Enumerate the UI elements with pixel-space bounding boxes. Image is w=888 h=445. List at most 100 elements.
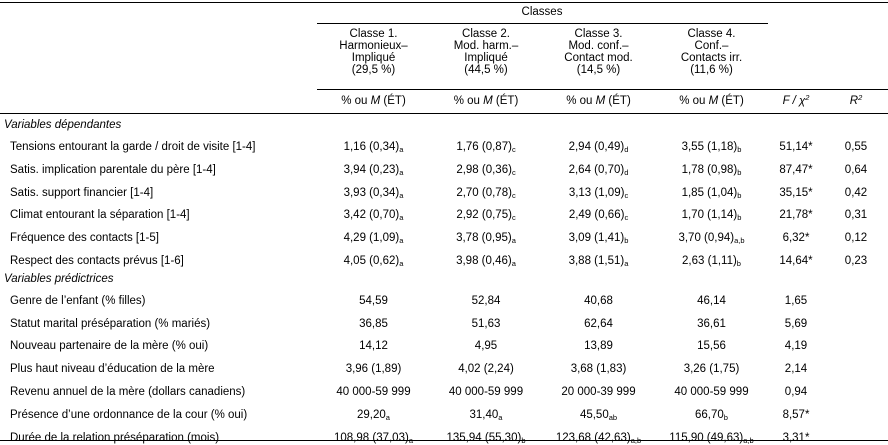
header-bottom-rule	[0, 113, 888, 114]
table-cell: 40 000-59 999	[674, 386, 749, 398]
row-label: Présence d’une ordonnance de la cour (% …	[10, 409, 248, 421]
table-cell: 4,05 (0,62)a	[343, 255, 404, 268]
f-chi2-value: 0,94	[784, 386, 808, 398]
f-chi2-value: 87,47*	[779, 164, 813, 176]
section-title: Variables dépendantes	[4, 119, 122, 131]
row-label: Respect des contacts prévus [1-6]	[10, 255, 184, 267]
table-cell: 46,14	[697, 295, 726, 307]
class-2-header-line: Mod. harm.–	[453, 40, 519, 52]
class-4-header-line: Classe 4.	[687, 28, 736, 40]
f-chi2-value: 14,64*	[779, 255, 813, 267]
table-cell: 4,02 (2,24)	[458, 363, 514, 375]
table-cell: 66,70b	[695, 409, 728, 422]
table-cell: 54,59	[359, 295, 388, 307]
class-2-header-line: Classe 2.	[462, 28, 510, 40]
table-cell: 3,78 (0,95)a	[456, 232, 516, 245]
f-chi2-value: 51,14*	[779, 141, 813, 153]
class-4-header-line: Contacts irr.	[680, 52, 743, 64]
f-chi2-value: 2,14	[784, 363, 808, 375]
table-cell: 3,94 (0,23)a	[343, 164, 404, 177]
f-chi2-value: 1,65	[784, 295, 808, 307]
table-cell: 52,84	[471, 295, 501, 307]
class-3-header-line: Classe 3.	[574, 28, 623, 40]
row-label: Satis. implication parentale du père [1-…	[10, 164, 216, 176]
table-cell: 45,50ab	[579, 409, 618, 422]
class-1-header-line: Harmonieux–	[339, 40, 408, 52]
section-title: Variables prédictrices	[4, 272, 114, 285]
table-cell: 3,98 (0,46)a	[456, 255, 516, 268]
table-cell: 13,89	[584, 340, 613, 352]
class-3-stat-header: % ou M (ÉT)	[566, 95, 631, 107]
table-cell: 123,68 (42,63)a,b	[555, 432, 642, 445]
table-cell: 29,20a	[357, 409, 390, 422]
table-cell: 3,96 (1,89)	[345, 363, 402, 375]
classes-header: Classes	[521, 6, 563, 18]
class-2-stat-header: % ou M (ÉT)	[453, 95, 519, 107]
r-squared-value: 0,64	[844, 164, 868, 176]
table-cell: 2,98 (0,36)c	[456, 164, 516, 177]
table-cell: 3,68 (1,83)	[570, 363, 627, 375]
table-cell: 40 000-59 999	[448, 386, 524, 398]
top-rule	[0, 2, 888, 3]
table-cell: 108,98 (37,03)a	[334, 432, 413, 445]
r-squared-value: 0,31	[844, 209, 868, 221]
f-chi2-value: 4,19	[784, 340, 808, 352]
class-2-header-line: Impliqué	[464, 52, 508, 64]
r-squared-header: R2	[849, 93, 863, 107]
table-cell: 3,93 (0,34)a	[343, 187, 404, 200]
table-cell: 115,90 (49,63)a,b	[669, 432, 754, 445]
table-cell: 4,29 (1,09)a	[343, 232, 404, 245]
row-label: Genre de l’enfant (% filles)	[10, 295, 146, 307]
row-label: Climat entourant la séparation [1-4]	[10, 209, 190, 221]
table-cell: 15,56	[697, 340, 726, 352]
table-cell: 3,26 (1,75)	[683, 363, 740, 375]
row-label: Statut marital préséparation (% mariés)	[10, 318, 211, 330]
table-cell: 20 000-39 999	[561, 386, 636, 398]
row-label: Durée de la relation préséparation (mois…	[10, 432, 220, 444]
table-cell: 3,55 (1,18)b	[681, 141, 742, 154]
table-cell: 2,94 (0,49)d	[568, 141, 629, 154]
class-1-header-line: Classe 1.	[349, 28, 398, 40]
table-cell: 2,63 (1,11)b	[682, 255, 741, 268]
bottom-rule	[0, 440, 888, 441]
r-squared-value: 0,12	[844, 232, 868, 244]
row-label: Tensions entourant la garde / droit de v…	[10, 141, 256, 153]
class-4-header-line: Conf.–	[694, 40, 729, 52]
r-squared-value: 0,55	[844, 141, 868, 153]
r-squared-value: 0,42	[844, 187, 868, 199]
table-cell: 51,63	[471, 318, 501, 330]
table-cell: 31,40a	[469, 409, 503, 422]
table-cell: 2,49 (0,66)c	[568, 209, 629, 222]
class-4-stat-header: % ou M (ÉT)	[679, 95, 744, 107]
table-cell: 2,70 (0,78)c	[456, 187, 516, 200]
table-cell: 1,16 (0,34)a	[343, 141, 404, 154]
table-cell: 3,70 (0,94)a,b	[678, 232, 745, 245]
f-chi2-value: 3,31*	[782, 432, 810, 444]
row-label: Nouveau partenaire de la mère (% oui)	[10, 340, 209, 352]
table-cell: 3,88 (1,51)a	[568, 255, 629, 268]
table-cell: 40 000-59 999	[336, 386, 411, 398]
class-3-header-line: Mod. conf.–	[568, 40, 629, 52]
table-cell: 2,64 (0,70)d	[568, 164, 629, 177]
table-cell: 2,92 (0,75)c	[456, 209, 516, 222]
classes-rule	[317, 23, 768, 24]
table-cell: 1,78 (0,98)b	[681, 164, 742, 177]
class-4-header-line: (11,6 %)	[690, 64, 733, 76]
table-cell: 3,13 (1,09)c	[568, 187, 629, 200]
table-cell: 36,85	[359, 318, 388, 330]
subheader-rule	[317, 89, 888, 90]
table-cell: 3,09 (1,41)b	[568, 232, 629, 245]
class-3-header-line: Contact mod.	[564, 52, 633, 64]
table-cell: 135,94 (55,30)b	[446, 432, 526, 445]
table-cell: 1,70 (1,14)b	[681, 209, 742, 222]
table-cell: 62,64	[584, 318, 613, 330]
table-cell: 1,76 (0,87)c	[456, 141, 516, 154]
row-label: Revenu annuel de la mère (dollars canadi…	[10, 386, 246, 398]
table-cell: 40,68	[584, 295, 613, 307]
row-label: Plus haut niveau d’éducation de la mère	[10, 363, 215, 375]
table-cell: 1,85 (1,04)b	[681, 187, 742, 200]
row-label: Fréquence des contacts [1-5]	[10, 232, 159, 244]
table-cell: 4,95	[474, 340, 498, 352]
table-cell: 3,42 (0,70)a	[343, 209, 404, 222]
